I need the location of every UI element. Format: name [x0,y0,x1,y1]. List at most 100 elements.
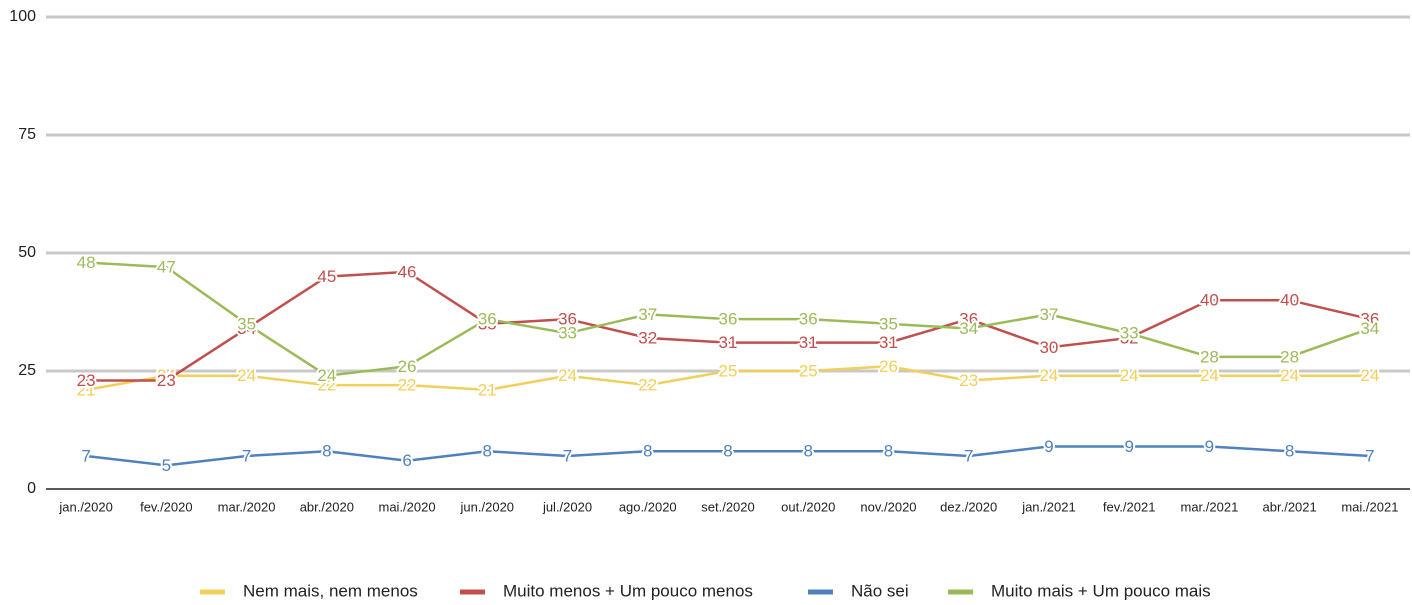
x-tick-label: fev./2020 [140,499,193,514]
data-label: 23 [157,371,176,390]
x-tick-label: nov./2020 [860,499,916,514]
data-label: 28 [1200,347,1219,366]
series-line [86,261,1371,378]
data-label: 24 [1039,366,1058,385]
legend-item: Muito mais + Um pouco mais [948,581,1211,600]
data-label: 26 [398,357,417,376]
series-line [85,445,1370,467]
legend-item: Não sei [808,581,909,600]
data-label: 7 [563,446,572,465]
data-label: 24 [1200,366,1219,385]
data-label: 9 [1124,437,1133,456]
x-tick-label: mar./2020 [218,499,276,514]
x-tick-label: jul./2020 [542,499,592,514]
data-label: 30 [1039,338,1058,357]
x-tick-label: fev./2021 [1103,499,1156,514]
data-label: 35 [879,314,898,333]
legend-item: Muito menos + Um pouco menos [460,581,753,600]
x-tick-label: set./2020 [701,499,755,514]
data-label: 35 [237,314,256,333]
data-label: 8 [643,442,652,461]
data-label: 45 [317,267,336,286]
data-label: 36 [1360,310,1379,329]
data-label: 7 [964,446,973,465]
data-label: 31 [719,333,738,352]
data-label: 40 [1280,291,1299,310]
data-label: 33 [558,324,577,343]
data-label: 36 [719,310,738,329]
data-label: 25 [719,361,738,380]
x-tick-label: ago./2020 [619,499,677,514]
x-tick-label: mai./2021 [1341,499,1398,514]
data-label: 33 [1120,324,1139,343]
data-label: 32 [638,328,657,347]
series-line [85,365,1370,392]
legend-item: Nem mais, nem menos [200,581,418,600]
y-tick-label: 25 [18,362,36,379]
data-label: 46 [398,262,417,281]
data-label: 22 [638,376,657,395]
data-label: 23 [959,371,978,390]
data-label: 9 [1044,437,1053,456]
data-label: 8 [884,442,893,461]
data-label: 24 [237,366,256,385]
legend-label: Muito mais + Um pouco mais [991,581,1211,600]
data-label: 24 [1280,366,1299,385]
series-line [86,270,1371,382]
data-label: 32 [1120,328,1139,347]
data-label: 8 [804,442,813,461]
x-tick-label: abr./2021 [1263,499,1317,514]
data-label: 26 [879,357,898,376]
x-tick-label: out./2020 [781,499,835,514]
data-label: 7 [242,446,251,465]
data-label: 7 [81,446,90,465]
y-tick-label: 50 [18,244,36,261]
x-tick-label: jan./2021 [1021,499,1076,514]
data-label: 25 [799,361,818,380]
data-label: 37 [1039,305,1058,324]
x-tick-label: jan./2020 [58,499,113,514]
x-tick-label: mar./2021 [1180,499,1238,514]
data-label: 34 [959,319,978,338]
x-tick-label: mai./2020 [379,499,436,514]
data-label: 37 [638,305,657,324]
x-tick-label: dez./2020 [940,499,997,514]
data-label: 24 [157,366,176,385]
data-label: 8 [483,442,492,461]
legend-label: Nem mais, nem menos [243,581,418,600]
data-label: 40 [1200,291,1219,310]
data-label: 24 [1360,366,1379,385]
data-label: 6 [402,451,411,470]
data-label: 21 [77,380,96,399]
data-label: 24 [1120,366,1139,385]
legend-label: Não sei [851,581,909,600]
x-tick-label: abr./2020 [300,499,354,514]
y-tick-label: 0 [27,480,36,497]
data-label: 8 [723,442,732,461]
data-label: 28 [1280,347,1299,366]
data-label: 22 [317,376,336,395]
legend-label: Muito menos + Um pouco menos [503,581,753,600]
data-label: 34 [237,319,256,338]
data-label: 5 [162,456,171,475]
data-label: 8 [1285,442,1294,461]
y-tick-label: 100 [9,8,36,25]
data-label: 31 [799,333,818,352]
data-label: 24 [317,366,336,385]
data-label: 36 [478,310,497,329]
x-tick-label: jun./2020 [460,499,515,514]
data-label: 34 [1360,319,1379,338]
data-label: 47 [157,258,176,277]
data-label: 36 [799,310,818,329]
data-label: 21 [478,380,497,399]
data-label: 7 [1365,446,1374,465]
data-label: 35 [478,314,497,333]
data-label: 48 [77,253,96,272]
data-label: 22 [398,376,417,395]
data-label: 31 [879,333,898,352]
data-label: 23 [77,371,96,390]
data-label: 36 [959,310,978,329]
data-label: 24 [558,366,577,385]
data-label: 36 [558,310,577,329]
